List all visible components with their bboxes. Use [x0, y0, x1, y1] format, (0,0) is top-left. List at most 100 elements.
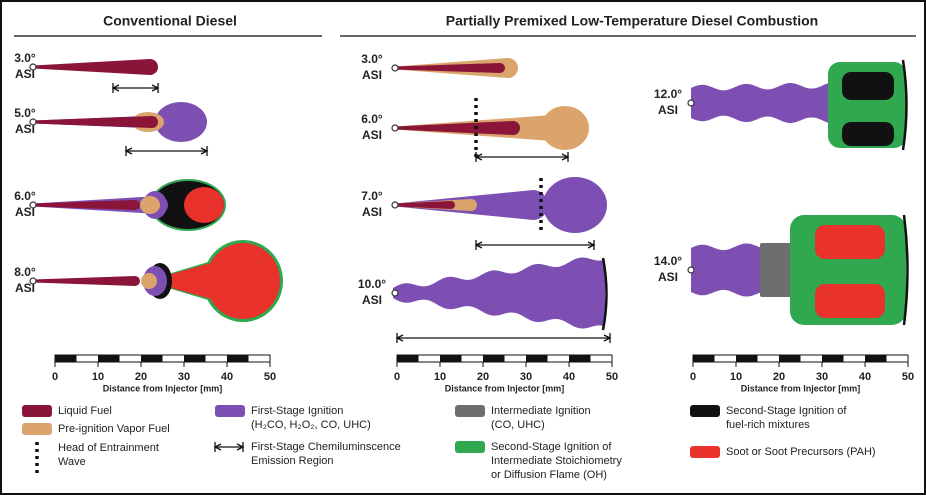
injector: [29, 201, 37, 209]
plume-region: [184, 187, 224, 223]
legend-text: First-Stage Ignition: [251, 405, 343, 417]
plume-region: [33, 116, 158, 128]
snapshot-angle: 3.0°: [14, 51, 36, 65]
plumes: [33, 58, 909, 343]
axis-bar: [98, 355, 120, 362]
legend-text: Pre-ignition Vapor Fuel: [58, 423, 170, 435]
plume-region: [141, 273, 157, 289]
axis-tick-label: 40: [221, 371, 233, 383]
legend-text: Emission Region: [251, 455, 334, 467]
snapshot-ref: ASI: [15, 281, 35, 295]
axis-tick-label: 20: [773, 371, 785, 383]
legend-text: Second-Stage Ignition of: [491, 441, 612, 453]
snapshot-ref: ASI: [658, 103, 678, 117]
emission-span: [474, 240, 596, 250]
snapshot-angle: 5.0°: [14, 106, 36, 120]
legend-swatch: [215, 405, 245, 417]
legend-text: or Diffusion Flame (OH): [491, 469, 607, 481]
axis-tick-label: 30: [178, 371, 190, 383]
plume-region: [33, 59, 158, 75]
axis-tick-label: 50: [264, 371, 276, 383]
flame-edge: [901, 59, 908, 151]
axis-bar: [526, 355, 548, 362]
emission-span: [111, 83, 160, 93]
emission-span: [124, 146, 209, 156]
plume-region: [760, 243, 792, 297]
axis-tick-label: 0: [394, 371, 400, 383]
plume-region: [815, 284, 885, 318]
snapshot-ref: ASI: [362, 205, 382, 219]
plume-region: [33, 276, 140, 286]
plume-region: [395, 63, 505, 73]
plume-region: [691, 82, 839, 124]
snapshot-angle: 6.0°: [14, 189, 36, 203]
injector: [29, 63, 37, 71]
axis-bar: [483, 355, 505, 362]
snapshot-ref: ASI: [15, 122, 35, 136]
axis-bar: [397, 355, 419, 362]
axis-bar: [865, 355, 887, 362]
plume-region: [395, 201, 455, 209]
snapshot-ref: ASI: [15, 205, 35, 219]
injector: [391, 124, 399, 132]
legend-text: Intermediate Stoichiometry: [491, 455, 622, 467]
snapshot-ref: ASI: [658, 270, 678, 284]
snapshot-ref: ASI: [362, 128, 382, 142]
axis-tick-label: 50: [606, 371, 618, 383]
axis-bar: [736, 355, 758, 362]
injector: [29, 277, 37, 285]
axis-bar: [184, 355, 206, 362]
flame-edge: [902, 214, 909, 326]
axis-label: Distance from Injector [mm]: [741, 383, 861, 393]
axis-bar: [227, 355, 249, 362]
plume-region: [541, 106, 589, 150]
plume-region: [842, 122, 894, 146]
flame-edge: [601, 257, 608, 331]
panel-title: Conventional Diesel: [103, 13, 237, 29]
axis-label: Distance from Injector [mm]: [445, 383, 565, 393]
legend-swatch: [22, 423, 52, 435]
axis-bar: [693, 355, 715, 362]
legend-text: (H₂CO, H₂O₂, CO, UHC): [251, 419, 371, 431]
plume-region: [33, 200, 140, 210]
axis-bar: [440, 355, 462, 362]
axis-tick-label: 0: [690, 371, 696, 383]
axis-tick-label: 0: [52, 371, 58, 383]
plume-region: [393, 257, 605, 329]
injector: [687, 99, 695, 107]
axis-tick-label: 40: [563, 371, 575, 383]
injector: [391, 201, 399, 209]
emission-span: [474, 152, 570, 162]
snapshot-angle: 8.0°: [14, 265, 36, 279]
legend-text: Second-Stage Ignition of: [726, 405, 847, 417]
snapshot-angle: 14.0°: [654, 254, 682, 268]
injector: [29, 118, 37, 126]
legend-swatch: [455, 405, 485, 417]
legend-text: Head of Entrainment: [58, 442, 159, 454]
axis-tick-label: 30: [520, 371, 532, 383]
legend-text: Soot or Soot Precursors (PAH): [726, 446, 876, 458]
axis-tick-label: 20: [477, 371, 489, 383]
axis-bar: [569, 355, 591, 362]
injector: [391, 289, 399, 297]
plume-region: [691, 243, 761, 297]
plume-region: [543, 177, 607, 233]
snapshot-angle: 7.0°: [361, 189, 383, 203]
legend-swatch: [22, 405, 52, 417]
legend-text: Liquid Fuel: [58, 405, 112, 417]
axis-label: Distance from Injector [mm]: [103, 383, 223, 393]
emission-span: [395, 333, 612, 343]
axis-tick-label: 20: [135, 371, 147, 383]
panel-title: Partially Premixed Low-Temperature Diese…: [446, 13, 818, 29]
snapshot-ref: ASI: [15, 67, 35, 81]
snapshot-angle: 10.0°: [358, 277, 386, 291]
legend-swatch: [455, 441, 485, 453]
legend-swatch: [213, 442, 245, 452]
axis-bar: [141, 355, 163, 362]
plume-region: [155, 102, 207, 142]
plume-region: [140, 196, 160, 214]
axis-tick-label: 10: [730, 371, 742, 383]
axis-tick-label: 40: [859, 371, 871, 383]
plume-region: [395, 121, 520, 135]
legend-text: fuel-rich mixtures: [726, 419, 810, 431]
